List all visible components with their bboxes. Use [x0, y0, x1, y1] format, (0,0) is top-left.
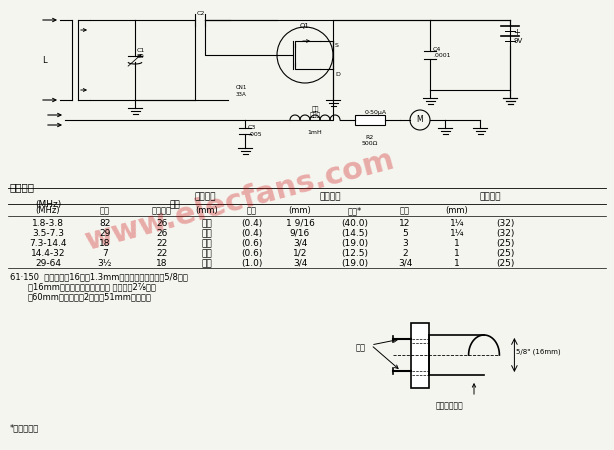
Text: 线圈直径: 线圈直径: [480, 192, 501, 201]
Text: (0.4): (0.4): [241, 229, 263, 238]
Text: +: +: [513, 28, 520, 37]
Text: 漆包: 漆包: [201, 229, 212, 238]
Text: R2: R2: [366, 135, 374, 140]
Text: 1 9/16: 1 9/16: [286, 219, 314, 228]
Text: 类别线规: 类别线规: [152, 206, 172, 215]
Text: 1: 1: [454, 259, 460, 268]
Text: (MHz): (MHz): [36, 206, 60, 215]
Text: 1: 1: [454, 249, 460, 258]
Bar: [411, 323, 429, 387]
Text: 1¼: 1¼: [449, 229, 464, 238]
Text: M: M: [417, 116, 423, 125]
Text: 窗口长度: 窗口长度: [319, 192, 341, 201]
Text: 线径: 线径: [169, 200, 181, 209]
Text: C3: C3: [248, 125, 257, 130]
Text: CN1: CN1: [236, 85, 247, 90]
Text: C1: C1: [137, 48, 146, 53]
Text: 1mH: 1mH: [308, 130, 322, 135]
Text: (mm): (mm): [196, 206, 219, 215]
Text: 0-50μA: 0-50μA: [365, 110, 387, 115]
Text: 铜锡: 铜锡: [201, 259, 212, 268]
Text: (25): (25): [496, 259, 514, 268]
Text: L: L: [42, 56, 47, 65]
Text: 3: 3: [402, 239, 408, 248]
Text: 线圈数据: 线圈数据: [10, 182, 35, 192]
Text: (25): (25): [496, 249, 514, 258]
Text: D: D: [335, 72, 340, 77]
Text: 匝数: 匝数: [100, 206, 110, 215]
Text: .005: .005: [248, 132, 262, 137]
Text: 射频: 射频: [311, 106, 319, 112]
Text: www.elecfans.com: www.elecfans.com: [82, 144, 398, 255]
Text: 3½: 3½: [98, 259, 112, 268]
Text: 5/8" (16mm): 5/8" (16mm): [516, 349, 561, 355]
Text: (0.4): (0.4): [241, 219, 263, 228]
Text: 33A: 33A: [236, 92, 247, 97]
Text: 22: 22: [157, 249, 168, 258]
Text: 9V: 9V: [513, 38, 523, 44]
Text: 26: 26: [157, 229, 168, 238]
Text: (0.6): (0.6): [241, 249, 263, 258]
Text: 7: 7: [102, 249, 108, 258]
Text: 29-64: 29-64: [35, 259, 61, 268]
Text: (40.0): (40.0): [341, 219, 368, 228]
Text: S: S: [335, 43, 339, 48]
Text: (32): (32): [496, 219, 514, 228]
Text: 1/2: 1/2: [293, 249, 307, 258]
Text: (19.0): (19.0): [341, 239, 368, 248]
Text: (mm): (mm): [289, 206, 311, 215]
Text: 英寸: 英寸: [400, 206, 410, 215]
Text: (14.5): (14.5): [341, 229, 368, 238]
Text: 线圈截面形状: 线圈截面形状: [436, 401, 464, 410]
Text: 9/16: 9/16: [290, 229, 310, 238]
Text: (25): (25): [496, 239, 514, 248]
Text: 扼流圈: 扼流圈: [309, 112, 321, 117]
Text: C4: C4: [433, 47, 441, 52]
Text: 1.8-3.8: 1.8-3.8: [32, 219, 64, 228]
Text: 1: 1: [454, 239, 460, 248]
Text: 匝头*: 匝头*: [348, 206, 362, 215]
Text: (mm): (mm): [446, 206, 468, 215]
Text: 3/4: 3/4: [398, 259, 412, 268]
Text: 漆包: 漆包: [201, 219, 212, 228]
Text: 5: 5: [402, 229, 408, 238]
Text: 18: 18: [99, 239, 111, 248]
Text: 2: 2: [402, 249, 408, 258]
Text: 22: 22: [157, 239, 168, 248]
Text: （60mm），距地差2英寸（51mm）插头。: （60mm），距地差2英寸（51mm）插头。: [28, 292, 152, 301]
Text: 1¼: 1¼: [449, 219, 464, 228]
Text: C2: C2: [197, 11, 205, 16]
Text: 18: 18: [156, 259, 168, 268]
Text: *由底端算起: *由底端算起: [10, 423, 39, 432]
Text: 61·150  由美制线规16号（1.3mm）线绕马蹄形，距离5/8英寸: 61·150 由美制线规16号（1.3mm）线绕马蹄形，距离5/8英寸: [10, 272, 188, 281]
Bar: [355, 115, 385, 125]
Text: 3/4: 3/4: [293, 259, 307, 268]
Text: .0001: .0001: [433, 53, 451, 58]
Text: （16mm），包括线圈架形引脚 其长度为2⅞英寸: （16mm），包括线圈架形引脚 其长度为2⅞英寸: [28, 282, 156, 291]
Text: 7.3-14.4: 7.3-14.4: [29, 239, 67, 248]
Text: (12.5): (12.5): [341, 249, 368, 258]
Text: 3.5-7.3: 3.5-7.3: [32, 229, 64, 238]
Text: 3/4: 3/4: [293, 239, 307, 248]
Text: 82: 82: [99, 219, 111, 228]
Text: 12: 12: [399, 219, 411, 228]
Text: 英寸: 英寸: [247, 206, 257, 215]
Text: (32): (32): [496, 229, 514, 238]
Text: (1.0): (1.0): [241, 259, 263, 268]
Text: 29: 29: [99, 229, 111, 238]
Text: 500Ω: 500Ω: [362, 141, 378, 146]
Text: (0.6): (0.6): [241, 239, 263, 248]
Text: 漆包: 漆包: [201, 249, 212, 258]
Text: 50: 50: [137, 54, 145, 59]
Text: 漆包: 漆包: [201, 239, 212, 248]
Text: (19.0): (19.0): [341, 259, 368, 268]
Text: Q1: Q1: [300, 23, 310, 29]
Text: 14.4-32: 14.4-32: [31, 249, 65, 258]
Text: 26: 26: [157, 219, 168, 228]
Text: (MHz): (MHz): [35, 200, 61, 209]
Text: 引脚: 引脚: [356, 343, 366, 352]
Text: 频率范围: 频率范围: [194, 192, 216, 201]
